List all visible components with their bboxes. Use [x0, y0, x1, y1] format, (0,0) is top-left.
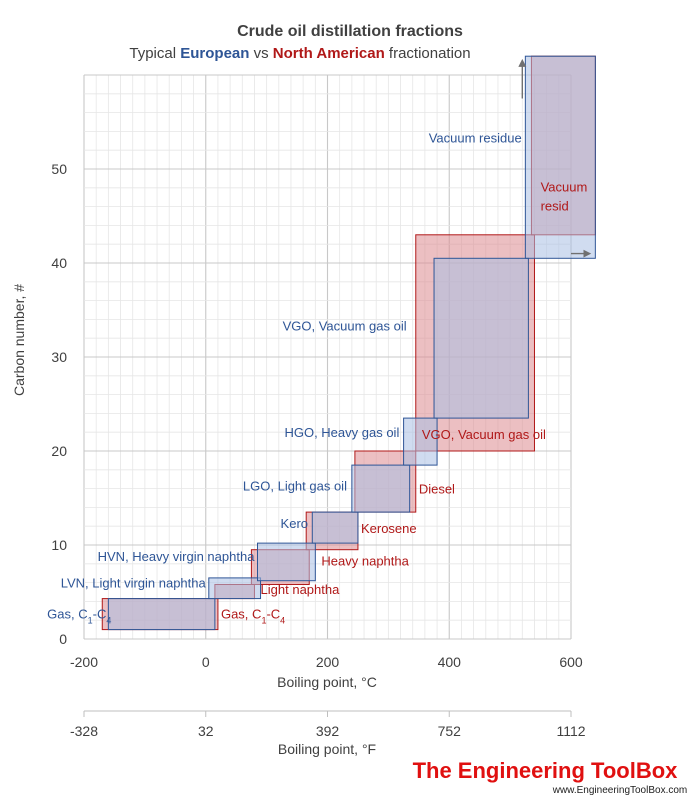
fraction-box-european-2 — [256, 542, 316, 582]
fraction-box-european-3 — [311, 511, 359, 544]
x-tick-label: 400 — [438, 654, 462, 670]
european-fractions — [107, 55, 596, 631]
brand-logo: The Engineering ToolBox — [413, 758, 679, 783]
fraction-label-north-american-1: Light naphtha — [261, 582, 341, 597]
x-axis-label: Boiling point, °C — [277, 674, 377, 690]
x-tick-label: 600 — [559, 654, 583, 670]
chart-title: Crude oil distillation fractions — [237, 23, 463, 40]
fraction-box-european-1 — [208, 577, 262, 600]
y-axis-label: Carbon number, # — [11, 284, 27, 396]
secondary-x-axis-label: Boiling point, °F — [278, 741, 376, 757]
secondary-x-tick-label: 752 — [438, 723, 462, 739]
y-tick-label: 50 — [51, 161, 67, 177]
fraction-box-european-4 — [351, 464, 411, 513]
fraction-box-european-5 — [403, 417, 438, 466]
y-tick-label: 30 — [51, 349, 67, 365]
y-tick-label: 0 — [59, 631, 67, 647]
fraction-label-european-1: LVN, Light virgin naphtha — [61, 575, 207, 590]
fraction-label-north-american-2: Heavy naphtha — [321, 554, 409, 569]
chart-subtitle: Typical European vs North American fract… — [129, 45, 470, 62]
fraction-label-north-american-3: Kerosene — [361, 521, 417, 536]
secondary-x-tick-label: 32 — [198, 723, 214, 739]
secondary-x-tick-label: -328 — [70, 723, 98, 739]
fraction-label-european-7: Vacuum residue — [429, 131, 522, 146]
secondary-x-tick-label: 392 — [316, 723, 340, 739]
overflow-arrows — [518, 58, 592, 258]
y-tick-label: 10 — [51, 537, 67, 553]
fraction-label-european-3: Kero — [281, 516, 308, 531]
secondary-x-tick-label: 1112 — [556, 723, 585, 739]
fraction-label-north-american-4: Diesel — [419, 481, 455, 496]
fraction-label-european-0: Gas, C1-C4 — [47, 606, 111, 625]
x-tick-label: -200 — [70, 654, 98, 670]
fraction-box-european-6 — [433, 257, 529, 419]
fraction-label-north-american-0: Gas, C1-C4 — [221, 606, 285, 625]
fraction-label-line: resid — [541, 199, 569, 214]
subtitle-prefix: Typical — [129, 45, 180, 62]
fraction-label-north-american-5: VGO, Vacuum gas oil — [422, 427, 546, 442]
subtitle-middle: vs — [249, 45, 272, 62]
y-tick-label: 20 — [51, 443, 67, 459]
fraction-label-north-american-6: Vacuum resid — [541, 180, 588, 214]
x-tick-label: 0 — [202, 654, 210, 670]
subtitle-european: European — [180, 45, 249, 62]
brand-url: www.EngineeringToolBox.com — [552, 785, 688, 796]
fraction-box-european-7 — [524, 55, 596, 259]
fraction-label-european-4: LGO, Light gas oil — [243, 478, 347, 493]
fraction-box-european-0 — [107, 598, 216, 631]
y-tick-label: 40 — [51, 255, 67, 271]
fraction-label-european-5: HGO, Heavy gas oil — [284, 425, 399, 440]
subtitle-suffix: fractionation — [385, 45, 471, 62]
fraction-label-european-2: HVN, Heavy virgin naphtha — [98, 549, 256, 564]
fraction-label-european-6: VGO, Vacuum gas oil — [283, 319, 407, 334]
subtitle-north-american: North American — [273, 45, 385, 62]
fraction-label-line: Vacuum — [541, 180, 588, 195]
fraction-labels: Gas, C1-C4 LVN, Light virgin naphtha HVN, … — [47, 131, 587, 626]
x-tick-label: 200 — [316, 654, 340, 670]
